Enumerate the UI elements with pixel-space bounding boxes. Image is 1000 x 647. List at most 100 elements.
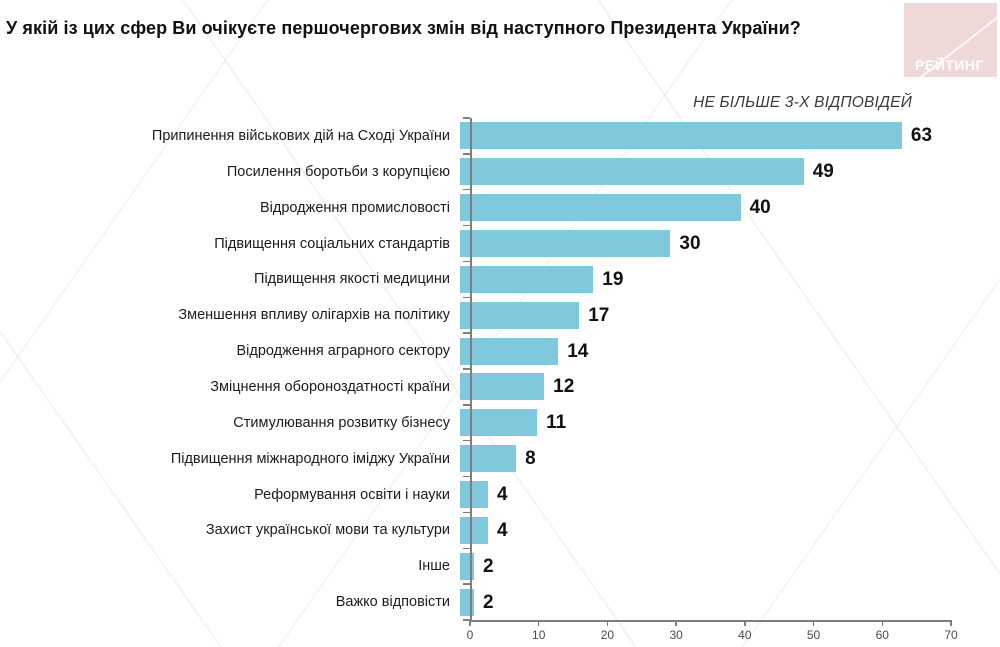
- x-axis-tick: [744, 620, 746, 626]
- bar-area: 63: [460, 118, 951, 154]
- rating-logo-label: РЕЙТИНГ: [915, 57, 984, 73]
- y-axis-tick: [463, 439, 470, 442]
- value-label: 19: [602, 268, 624, 290]
- chart-row: Відродження аграрного сектору 14: [0, 333, 951, 369]
- bar: [460, 122, 902, 150]
- chart-row: Посилення боротьби з корупцією 49: [0, 154, 951, 190]
- bar: [460, 265, 594, 293]
- x-axis-tick-label: 0: [466, 628, 474, 642]
- bar: [460, 445, 517, 473]
- bar-area: 2: [460, 548, 951, 584]
- x-axis-tick: [469, 620, 471, 626]
- category-label: Підвищення соціальних стандартів: [214, 235, 450, 252]
- x-axis-tick-label: 10: [532, 628, 546, 642]
- value-label: 40: [749, 197, 771, 219]
- y-axis-tick: [463, 332, 470, 334]
- chart-row: Стимулювання розвитку бізнесу 11: [0, 405, 951, 441]
- category-label: Зменшення впливу олігархів на політику: [178, 307, 450, 324]
- x-axis-tick-label: 60: [875, 628, 889, 642]
- y-axis-tick: [463, 188, 470, 191]
- chart-row: Зміцнення обороноздатності країни 12: [0, 369, 951, 405]
- bar: [460, 158, 804, 186]
- category-label: Відродження аграрного сектору: [236, 343, 450, 360]
- bar-chart: Припинення військових дій на Сході Украї…: [0, 118, 951, 620]
- chart-row: Реформування освіти і науки 4: [0, 477, 951, 513]
- x-axis-tick: [812, 620, 815, 626]
- value-label: 2: [483, 555, 494, 577]
- y-axis-tick: [463, 475, 470, 478]
- y-axis-tick: [463, 511, 470, 514]
- x-axis-tick: [675, 620, 677, 626]
- category-label: Посилення боротьби з корупцією: [226, 163, 450, 180]
- x-axis-tick-label: 70: [944, 628, 958, 642]
- y-axis-tick: [463, 404, 470, 406]
- category-label: Захист української мови та культури: [205, 522, 450, 539]
- y-axis-tick: [463, 583, 470, 585]
- category-label: Відродження промисловості: [260, 199, 450, 216]
- y-axis-tick: [463, 619, 470, 621]
- y-axis: [463, 117, 472, 621]
- x-axis-tick-label: 50: [806, 628, 821, 642]
- x-axis-tick: [881, 620, 884, 626]
- chart-row: Важко відповісти 2: [0, 584, 951, 620]
- bar: [460, 516, 489, 544]
- bar-area: 12: [460, 369, 951, 405]
- chart-row: Захист української мови та культури 4: [0, 512, 951, 548]
- bar-area: 4: [460, 477, 951, 513]
- bar: [460, 409, 538, 437]
- category-label: Стимулювання розвитку бізнесу: [233, 414, 450, 431]
- category-label: Реформування освіти і науки: [254, 486, 450, 503]
- y-axis-tick: [463, 153, 470, 155]
- bar-area: 14: [460, 333, 951, 369]
- value-label: 49: [812, 161, 834, 183]
- bar: [460, 373, 545, 401]
- x-axis-tick: [950, 620, 952, 626]
- chart-row: Підвищення якості медицини 19: [0, 261, 951, 297]
- bar-area: 19: [460, 261, 951, 297]
- chart-row: Підвищення міжнародного іміджу України 8: [0, 441, 951, 477]
- bar-area: 40: [460, 190, 951, 226]
- x-axis-tick: [606, 620, 609, 626]
- bar: [460, 552, 475, 580]
- chart-row: Відродження промисловості 40: [0, 190, 951, 226]
- bar: [460, 337, 559, 365]
- x-axis-tick-label: 40: [738, 628, 752, 642]
- bar-area: 8: [460, 441, 951, 477]
- chart-row: Підвищення соціальних стандартів 30: [0, 226, 951, 262]
- bar: [460, 588, 475, 616]
- value-label: 12: [553, 376, 575, 398]
- chart-row: Інше 2: [0, 548, 951, 584]
- bar-area: 2: [460, 584, 951, 620]
- y-axis-tick: [463, 547, 470, 550]
- page-title: У якій із цих сфер Ви очікуєте першочерг…: [6, 18, 801, 38]
- bar-area: 4: [460, 512, 951, 548]
- value-label: 14: [567, 340, 589, 362]
- value-label: 4: [497, 484, 508, 506]
- bar-area: 49: [460, 154, 951, 190]
- value-label: 4: [497, 519, 508, 541]
- value-label: 11: [546, 412, 567, 434]
- category-label: Інше: [418, 558, 450, 575]
- x-axis-tick-label: 30: [669, 628, 683, 642]
- x-axis-tick: [537, 620, 540, 626]
- category-label: Зміцнення обороноздатності країни: [210, 378, 450, 395]
- chart-note: НЕ БІЛЬШЕ 3-Х ВІДПОВІДЕЙ: [693, 94, 912, 111]
- y-axis-tick: [463, 296, 470, 299]
- value-label: 2: [483, 591, 494, 613]
- category-label: Підвищення якості медицини: [254, 271, 450, 288]
- category-label: Важко відповісти: [335, 594, 450, 611]
- bar: [460, 301, 580, 329]
- category-label: Припинення військових дій на Сході Украї…: [151, 127, 450, 144]
- value-label: 30: [679, 233, 701, 254]
- y-axis-tick: [463, 368, 470, 370]
- value-label: 17: [588, 304, 610, 326]
- y-axis-tick: [463, 224, 470, 227]
- chart-row: Зменшення впливу олігархів на політику 17: [0, 297, 951, 333]
- y-axis-tick: [463, 260, 470, 263]
- bar-area: 11: [460, 405, 951, 441]
- value-label: 63: [910, 125, 933, 147]
- bar-area: 30: [460, 226, 951, 262]
- x-axis-tick-label: 20: [600, 628, 615, 642]
- bar: [460, 230, 671, 257]
